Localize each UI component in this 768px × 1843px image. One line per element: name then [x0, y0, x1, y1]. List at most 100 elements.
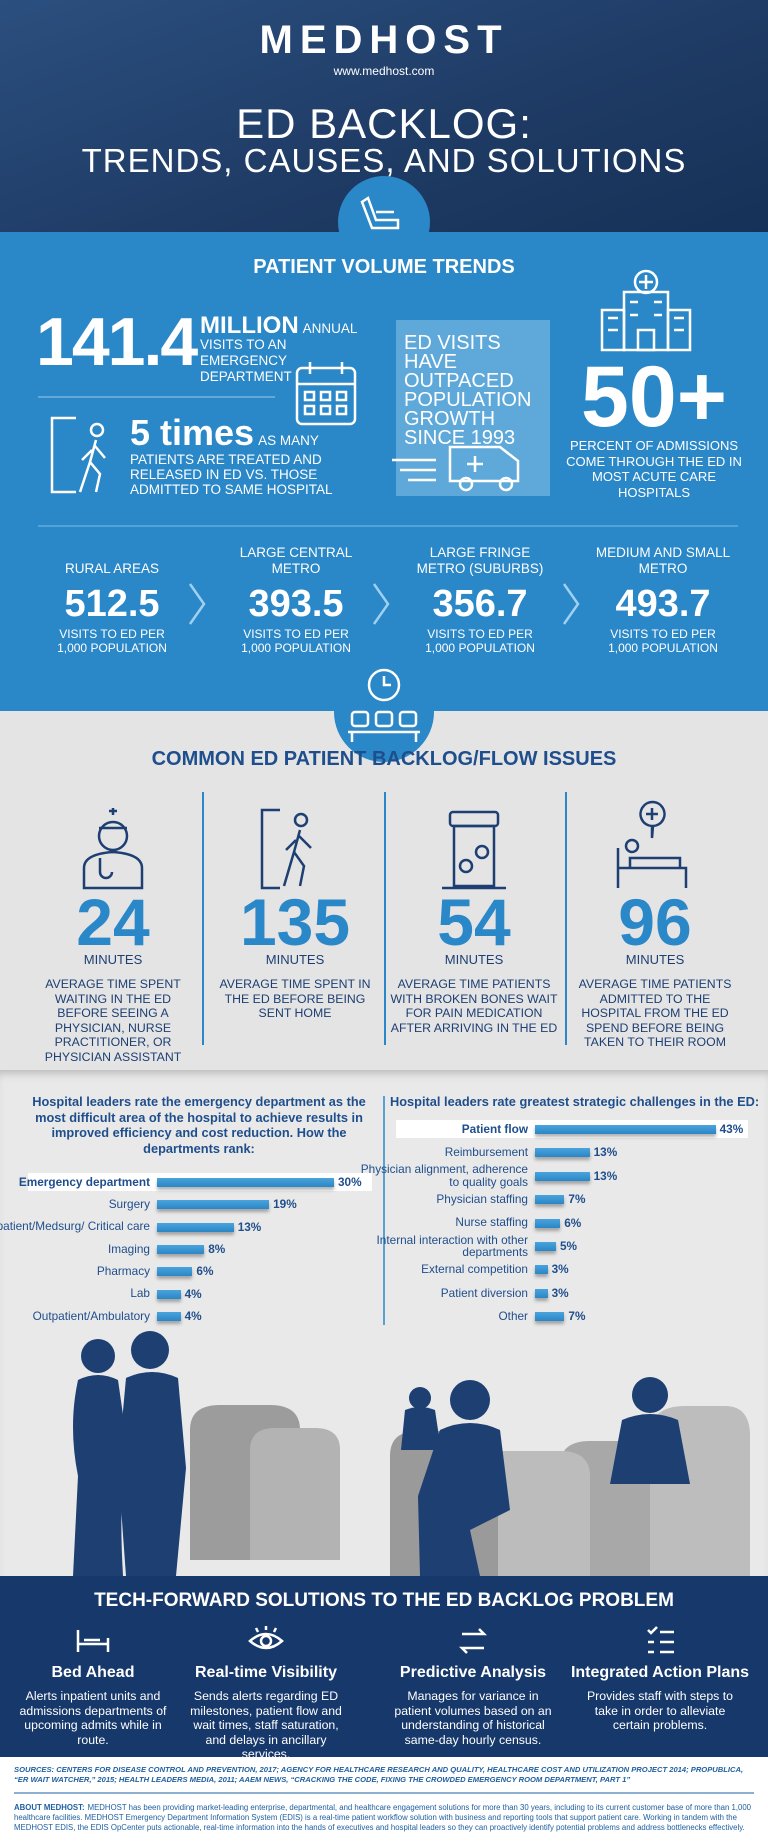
callout-box: [396, 320, 550, 496]
bar: [535, 1242, 556, 1251]
region-name: LARGE FRINGE METRO (SUBURBS): [416, 545, 544, 576]
chair-icon: [360, 196, 400, 230]
minutes-unit: MINUTES: [83, 952, 143, 967]
bar: [535, 1288, 548, 1298]
minutes-unit: MINUTES: [625, 952, 685, 967]
bar: [535, 1218, 561, 1228]
minutes-value: 96: [618, 885, 692, 959]
bar-label: Inpatient/Medsurg/ Critical care: [0, 1219, 150, 1234]
value-label: 19%: [273, 1197, 297, 1212]
value-label: 30%: [338, 1175, 362, 1189]
walker-icon: [50, 416, 106, 494]
minutes-unit: MINUTES: [265, 952, 325, 967]
bar: [535, 1125, 716, 1134]
value-label: 6%: [564, 1215, 582, 1230]
bar: [535, 1148, 590, 1158]
sources: SOURCES: CENTERS FOR DISEASE CONTROL AND…: [14, 1765, 744, 1784]
solution-icons: [76, 1626, 674, 1654]
region-value: 512.5: [64, 583, 160, 625]
waiting-room-icon: [348, 668, 420, 742]
url: www.medhost.com: [333, 64, 435, 78]
bar: [535, 1312, 565, 1322]
minutes-desc: AVERAGE TIME SPENT WAITING IN THE ED BEF…: [44, 977, 182, 1064]
bar-label: Reimbursement: [444, 1145, 528, 1160]
region-unit: VISITS TO ED PER 1,000 POPULATION: [57, 627, 167, 655]
bar: [535, 1265, 548, 1275]
stat-desc: PERCENT OF ADMISSIONS COME THROUGH THE E…: [566, 438, 742, 500]
column-dividers: [202, 792, 567, 1045]
bar: [157, 1178, 334, 1187]
region-value: 356.7: [432, 583, 528, 625]
stat-text: MILLION ANNUAL VISITS TO AN EMERGENCY DEP…: [200, 314, 375, 385]
icon-circle: [338, 176, 430, 268]
bar-label: Lab: [130, 1286, 150, 1301]
stat-desc: AS MANY PATIENTS ARE TREATED AND RELEASE…: [130, 433, 333, 497]
minutes-desc: AVERAGE TIME SPENT IN THE ED BEFORE BEIN…: [219, 977, 371, 1020]
bar: [157, 1222, 234, 1232]
region-name: MEDIUM AND SMALL METRO: [595, 545, 731, 576]
value-label: 7%: [568, 1309, 586, 1324]
bar-label: Outpatient/Ambulatory: [32, 1308, 150, 1323]
callout: ED VISITS HAVE OUTPACED POPULATION GROWT…: [404, 332, 532, 449]
minutes-value: 135: [239, 885, 351, 959]
stat-value: 5 times: [130, 412, 255, 453]
bar: [535, 1195, 565, 1205]
flow-icons: [82, 800, 688, 890]
value-label: 6%: [196, 1264, 214, 1279]
calendar-icon: [295, 362, 357, 426]
region-unit: VISITS TO ED PER 1,000 POPULATION: [608, 627, 718, 655]
big-number: 50+: [581, 349, 727, 445]
bar-label: Pharmacy: [96, 1263, 150, 1278]
hospital-icon: [600, 269, 692, 352]
value-label: 13%: [593, 1168, 618, 1183]
solutions-band: [0, 1576, 768, 1757]
region-name: RURAL AREAS: [64, 561, 160, 576]
stat-unit: MILLION: [200, 312, 299, 339]
value-label: 3%: [551, 1285, 569, 1300]
bar-label: Imaging: [108, 1241, 150, 1256]
volume-band: [0, 232, 768, 711]
solution-name: Predictive Analysis: [399, 1664, 547, 1681]
bar-label: Nurse staffing: [455, 1215, 528, 1230]
bar: [535, 1171, 590, 1181]
solution-desc: Provides staff with steps to take in ord…: [586, 1689, 734, 1732]
footer-band: [0, 1757, 768, 1843]
value-label: 5%: [560, 1239, 578, 1253]
region-value: 393.5: [248, 583, 344, 625]
bar: [157, 1200, 270, 1210]
chart-title: Hospital leaders rate greatest strategic…: [390, 1094, 760, 1109]
value-label: 3%: [551, 1262, 569, 1277]
minutes-desc: AVERAGE TIME PATIENTS WITH BROKEN BONES …: [390, 977, 558, 1035]
chart-title: Hospital leaders rate the emergency depa…: [32, 1094, 366, 1156]
bar-label: Physician alignment, adherence to qualit…: [360, 1162, 528, 1189]
solution-name: Real-time Visibility: [195, 1664, 337, 1681]
bar-label: Internal interaction with other departme…: [376, 1232, 528, 1259]
bar-label: Emergency department: [18, 1174, 150, 1189]
bar-label: External competition: [421, 1262, 528, 1277]
value-label: 4%: [184, 1308, 202, 1323]
bar-label: Other: [498, 1308, 528, 1323]
solution-desc: Sends alerts regarding ED milestones, pa…: [190, 1689, 342, 1761]
stat-text: 5 times AS MANY PATIENTS ARE TREATED AND …: [130, 412, 380, 498]
about-text: MEDHOST has been providing market-leadin…: [14, 1803, 751, 1832]
section-heading: PATIENT VOLUME TRENDS: [253, 256, 515, 278]
value-label: 13%: [593, 1145, 618, 1160]
value-label: 13%: [237, 1219, 262, 1234]
solution-name: Integrated Action Plans: [570, 1664, 750, 1681]
region-name: LARGE CENTRAL METRO: [239, 545, 353, 576]
bar-label: Patient diversion: [440, 1285, 528, 1300]
value-label: 4%: [184, 1286, 202, 1301]
chevrons: [188, 583, 580, 625]
illustration: [73, 1331, 750, 1576]
region-unit: VISITS TO ED PER 1,000 POPULATION: [425, 627, 535, 655]
section-heading: COMMON ED PATIENT BACKLOG/FLOW ISSUES: [151, 748, 617, 770]
about: ABOUT MEDHOST: MEDHOST has been providing…: [14, 1803, 754, 1833]
value-label: 43%: [719, 1122, 744, 1136]
solution-name: Bed Ahead: [51, 1664, 135, 1681]
title: TRENDS, CAUSES, AND SOLUTIONS: [81, 142, 687, 179]
region-value: 493.7: [615, 583, 711, 625]
bar-label: Physician staffing: [436, 1191, 528, 1206]
value-label: 8%: [208, 1241, 226, 1256]
